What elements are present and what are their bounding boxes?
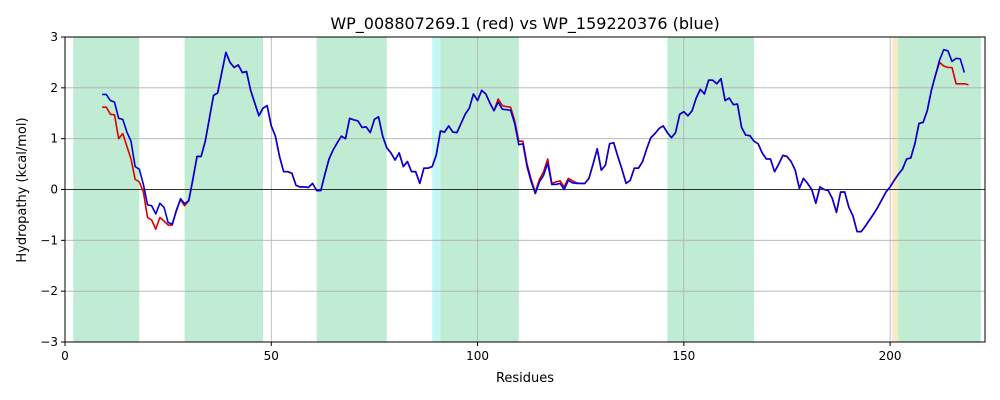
- y-axis-label: Hydropathy (kcal/mol): [15, 117, 30, 262]
- x-tick-label-4: 200: [879, 349, 902, 363]
- x-tick-label-0: 0: [61, 349, 69, 363]
- x-axis-label: Residues: [496, 371, 554, 386]
- y-tick-label-2: −1: [40, 233, 58, 247]
- y-axis-ticks: −3 −2 −1 0 1 2 3: [40, 30, 65, 349]
- x-axis-ticks: 0 50 100 150 200: [61, 342, 901, 363]
- x-tick-label-1: 50: [264, 349, 279, 363]
- y-tick-label-4: 1: [50, 132, 58, 146]
- y-tick-label-5: 2: [50, 81, 58, 95]
- y-tick-label-6: 3: [50, 30, 58, 44]
- y-tick-label-3: 0: [50, 183, 58, 197]
- x-tick-label-2: 100: [466, 349, 489, 363]
- y-tick-label-1: −2: [40, 284, 58, 298]
- y-tick-label-0: −3: [40, 335, 58, 349]
- x-tick-label-3: 150: [672, 349, 695, 363]
- chart-title: WP_008807269.1 (red) vs WP_159220376 (bl…: [330, 14, 719, 34]
